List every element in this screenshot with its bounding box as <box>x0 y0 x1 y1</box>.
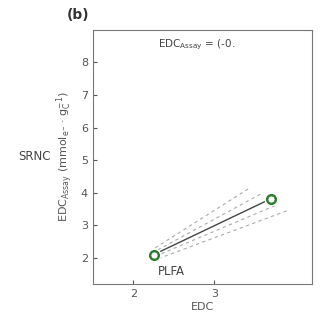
X-axis label: EDC: EDC <box>191 302 214 312</box>
Text: PLFA: PLFA <box>158 265 185 278</box>
Text: SRNC: SRNC <box>18 150 51 164</box>
Text: EDC$_{\mathrm{Assay}}$ = (-0.: EDC$_{\mathrm{Assay}}$ = (-0. <box>158 37 236 52</box>
Text: (b): (b) <box>67 8 89 22</box>
Y-axis label: EDC$_{\mathrm{Assay}}$ (mmol$_{\mathrm{e^{-}}}$ · g$_{\mathrm{C}}^{-1}$): EDC$_{\mathrm{Assay}}$ (mmol$_{\mathrm{e… <box>54 91 75 222</box>
